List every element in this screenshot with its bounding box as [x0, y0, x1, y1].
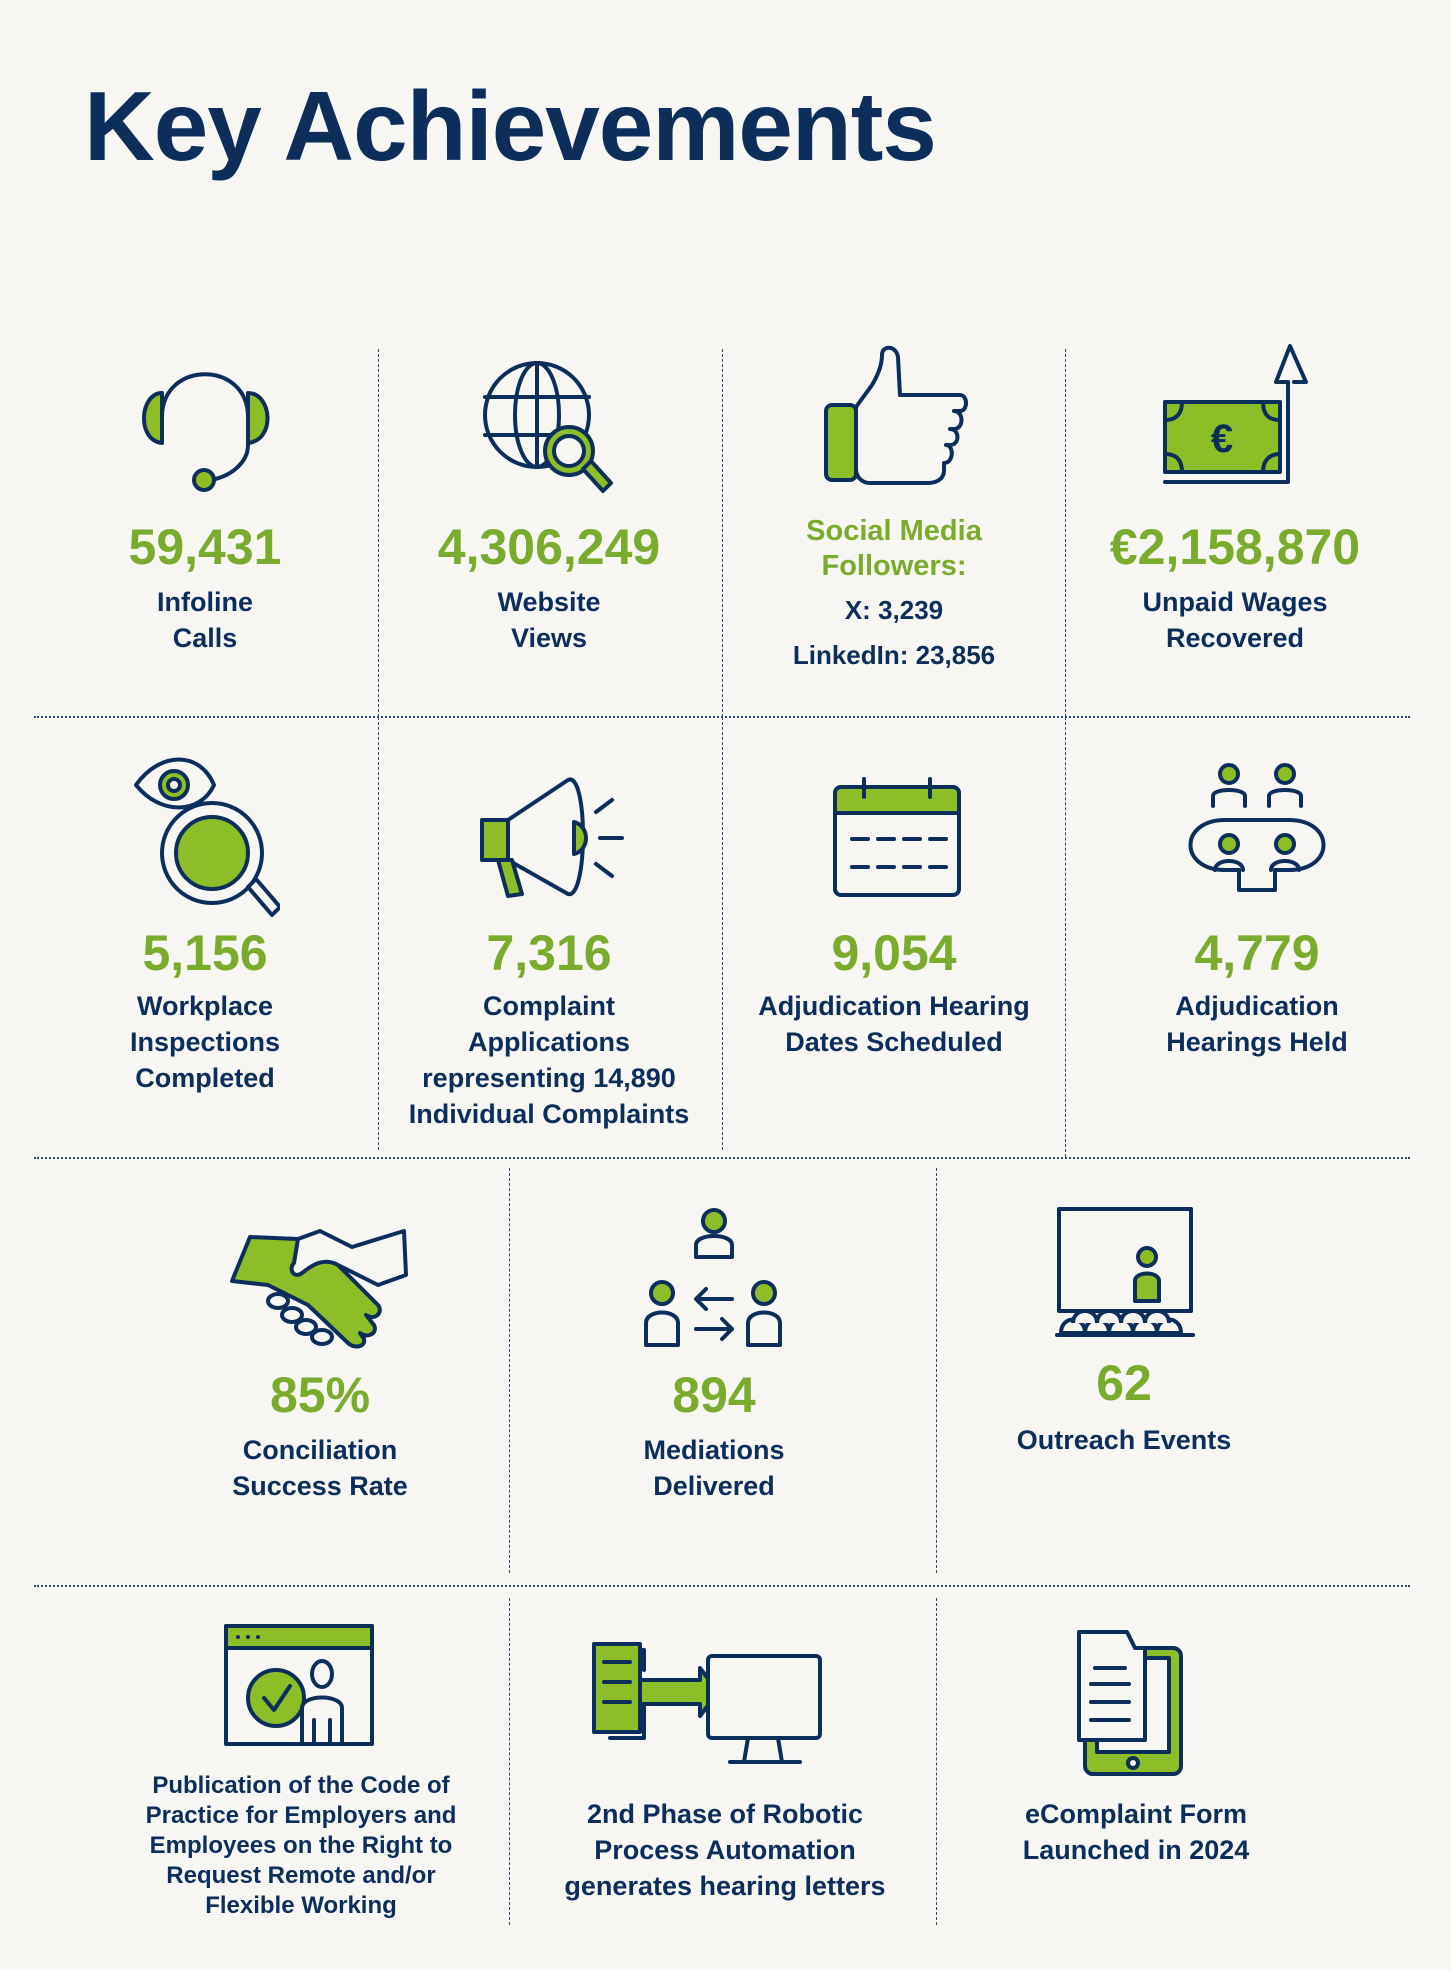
stat-label: Inspections [129, 1027, 281, 1057]
stat-hearings-held: 4,779 Adjudication Hearings Held [1077, 928, 1437, 1060]
stat-label: Views [510, 623, 588, 653]
stat-label: X: 3,239 [844, 595, 944, 625]
euro-banknote-arrow-icon: € [1163, 344, 1308, 484]
megaphone-icon [480, 777, 624, 898]
stat-website-views: 4,306,249 Website Views [369, 522, 729, 656]
divider [509, 1168, 510, 1573]
stat-label: Recovered [1165, 623, 1305, 653]
stat-label: LinkedIn: 23,856 [792, 640, 996, 670]
stat-complaint-applications: 7,316 Complaint Applications representing … [369, 928, 729, 1132]
stat-value: 5,156 [142, 925, 268, 981]
document-to-monitor-icon [592, 1642, 822, 1764]
stat-label: Success Rate [232, 1471, 408, 1501]
achievement-label: eComplaint Form [1024, 1799, 1247, 1829]
achievement-code-of-practice: Publication of the Code of Practice for E… [121, 1771, 481, 1921]
achievement-label: Employees on the Right to [149, 1832, 453, 1859]
stat-value: 7,316 [486, 925, 612, 981]
handshake-icon [230, 1229, 408, 1349]
divider [1065, 717, 1066, 1157]
thumbs-up-icon [824, 345, 968, 485]
stat-label: Hearings Held [1166, 1027, 1348, 1057]
stat-label: Adjudication Hearing [758, 991, 1030, 1021]
stat-label: Applications [467, 1027, 630, 1057]
headset-icon [142, 372, 270, 492]
divider [509, 1598, 510, 1925]
stat-value: 9,054 [831, 925, 957, 981]
achievement-label: Launched in 2024 [1022, 1835, 1250, 1865]
achievement-label: Request Remote and/or [166, 1862, 436, 1889]
achievement-label: Publication of the Code of [152, 1772, 450, 1799]
divider [722, 717, 723, 1150]
divider [378, 717, 379, 1150]
presentation-audience-icon [1055, 1207, 1195, 1337]
stat-value: 4,779 [1194, 925, 1320, 981]
achievement-label: Practice for Employers and [145, 1802, 457, 1829]
stat-unpaid-wages: €2,158,870 Unpaid Wages Recovered [1055, 522, 1415, 656]
stat-label: Conciliation [242, 1435, 398, 1465]
mediation-people-icon [644, 1208, 782, 1347]
stat-heading: Followers: [821, 550, 967, 582]
stat-value: 4,306,249 [437, 519, 661, 575]
divider [936, 1168, 937, 1573]
stat-infoline-calls: 59,431 Infoline Calls [25, 522, 385, 656]
stat-label: Complaint [483, 991, 615, 1021]
stat-label: Outreach Events [1016, 1425, 1232, 1455]
stat-mediations: 894 Mediations Delivered [534, 1370, 894, 1504]
stat-value: €2,158,870 [1109, 519, 1361, 575]
achievement-label: generates hearing letters [564, 1871, 886, 1901]
stat-label: Completed [135, 1063, 275, 1093]
stat-label: Delivered [653, 1471, 775, 1501]
stat-value: 62 [1096, 1355, 1152, 1411]
page-title: Key Achievements [84, 71, 937, 181]
stat-label: Workplace [136, 991, 274, 1021]
stat-label: Adjudication [1175, 991, 1339, 1021]
stat-outreach-events: 62 Outreach Events [944, 1358, 1304, 1458]
divider [378, 349, 379, 717]
achievement-label: Process Automation [594, 1835, 856, 1865]
stat-value: 59,431 [128, 519, 282, 575]
eye-magnifier-icon [134, 757, 280, 917]
achievement-label: Flexible Working [205, 1892, 397, 1919]
stat-social-media: Social Media Followers: X: 3,239 LinkedIn:… [714, 514, 1074, 678]
stat-label: Website [497, 587, 601, 617]
stat-workplace-inspections: 5,156 Workplace Inspections Completed [25, 928, 385, 1096]
stat-label: Calls [172, 623, 238, 653]
stat-hearing-dates: 9,054 Adjudication Hearing Dates Schedule… [714, 928, 1074, 1060]
divider [722, 349, 723, 717]
divider [1065, 349, 1066, 717]
achievement-robotic-automation: 2nd Phase of Robotic Process Automation ge… [545, 1796, 905, 1904]
stat-value: 894 [672, 1367, 756, 1423]
stat-conciliation-rate: 85% Conciliation Success Rate [140, 1370, 500, 1504]
meeting-table-icon [1188, 763, 1326, 892]
achievement-ecomplaint-form: eComplaint Form Launched in 2024 [956, 1796, 1316, 1868]
calendar-icon [833, 777, 961, 897]
tablet-document-icon [1077, 1630, 1183, 1776]
stat-label: Infoline [157, 587, 253, 617]
divider [34, 1157, 1410, 1159]
stat-label: Mediations [643, 1435, 785, 1465]
svg-text:€: € [1211, 417, 1233, 461]
globe-search-icon [483, 361, 613, 493]
stat-heading: Social Media [806, 515, 982, 547]
achievement-label: 2nd Phase of Robotic [586, 1799, 864, 1829]
stat-value: 85% [269, 1367, 371, 1423]
divider [34, 1585, 1410, 1587]
browser-person-check-icon [224, 1624, 374, 1746]
divider [936, 1598, 937, 1925]
stat-label: representing 14,890 [422, 1063, 676, 1093]
stat-label: Unpaid Wages [1142, 587, 1328, 617]
stat-label: Individual Complaints [408, 1099, 690, 1129]
stat-label: Dates Scheduled [785, 1027, 1003, 1057]
